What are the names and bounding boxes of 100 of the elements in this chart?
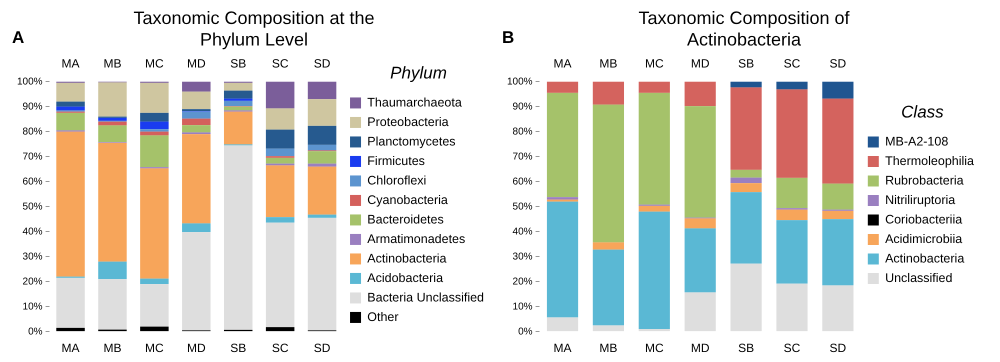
bar — [776, 82, 808, 90]
bar — [546, 317, 578, 332]
bar — [224, 82, 252, 91]
bar — [730, 264, 762, 332]
bar — [182, 118, 211, 126]
legend-label: Planctomycetes — [367, 134, 456, 148]
bar — [592, 104, 624, 242]
bar — [776, 89, 808, 178]
category-label: SD — [830, 56, 846, 71]
bar — [822, 184, 854, 210]
bar — [182, 223, 211, 232]
x-tick-label: MB — [599, 341, 618, 356]
bar — [592, 325, 624, 332]
bar — [638, 206, 670, 212]
bar — [684, 82, 716, 106]
bar — [308, 151, 336, 164]
x-tick-label: SB — [230, 341, 246, 356]
bar — [730, 82, 762, 88]
bar — [140, 168, 169, 279]
bar — [822, 285, 854, 332]
legend-label: Other — [367, 310, 399, 324]
bar — [224, 106, 252, 110]
x-tick-label: MC — [644, 341, 664, 356]
bar — [140, 326, 169, 332]
bar — [546, 82, 578, 93]
bar — [308, 166, 336, 215]
bar — [730, 170, 762, 178]
y-tick-label: 10% — [512, 301, 533, 312]
bar — [140, 278, 169, 284]
y-tick-label: 100% — [17, 76, 43, 88]
y-tick-label: 20% — [512, 276, 533, 288]
legend-label: Coriobacteriia — [885, 212, 962, 226]
bar — [684, 292, 716, 332]
y-tick-label: 40% — [512, 226, 533, 238]
bar — [308, 218, 336, 330]
category-label: SB — [738, 56, 754, 71]
legend-label: Acidimicrobiia — [885, 232, 962, 246]
category-label: MB — [103, 56, 122, 71]
legend-label: Bacteria Unclassified — [367, 290, 484, 304]
y-tick-label: 60% — [512, 176, 533, 188]
y-tick-label: 70% — [22, 151, 43, 162]
bar — [140, 129, 169, 132]
bar — [266, 158, 294, 164]
text: B — [502, 28, 514, 48]
bar — [776, 178, 808, 208]
bar — [224, 100, 252, 106]
bar — [776, 220, 808, 284]
y-tick-label: 0% — [28, 326, 43, 338]
y-tick-label: 100% — [507, 76, 533, 88]
bar — [730, 178, 762, 184]
x-tick-label: MA — [62, 341, 80, 356]
y-tick-label: 50% — [512, 201, 533, 212]
y-tick-label: 60% — [22, 176, 43, 188]
bar — [308, 99, 336, 126]
bar — [98, 142, 127, 262]
bar — [638, 82, 670, 93]
y-tick-label: 10% — [22, 301, 43, 312]
bar — [592, 82, 624, 105]
bar — [224, 90, 252, 99]
x-tick-label: SC — [272, 341, 289, 356]
legend-label: Actinobacteria — [885, 251, 964, 266]
legend-label: Nitriliruptoria — [885, 192, 956, 207]
bar — [592, 242, 624, 250]
bar — [98, 82, 127, 117]
y-tick-label: 30% — [512, 251, 533, 262]
bar — [546, 197, 578, 200]
legend-label: MB-A2-108 — [885, 134, 948, 148]
legend-label: Armatimonadetes — [367, 232, 466, 246]
bar — [56, 106, 85, 110]
bar — [684, 218, 716, 228]
x-tick-label: SD — [830, 341, 847, 356]
bar — [140, 132, 169, 136]
text: A — [12, 28, 24, 48]
y-tick-label: 70% — [512, 151, 533, 162]
x-tick-label: MC — [145, 341, 164, 356]
bar — [308, 126, 336, 145]
legend-label: Thaumarchaeota — [367, 95, 462, 110]
bar — [638, 212, 670, 330]
bar — [266, 148, 294, 156]
bar — [684, 228, 716, 292]
bar — [266, 327, 294, 332]
bar — [224, 145, 252, 330]
bar — [638, 92, 670, 205]
bar — [822, 210, 854, 220]
bar — [56, 82, 85, 102]
category-label: MA — [554, 56, 572, 71]
category-label: MD — [690, 56, 710, 71]
bar — [592, 250, 624, 326]
bar — [266, 165, 294, 218]
category-label: SC — [784, 56, 800, 71]
y-tick-label: 90% — [512, 101, 533, 112]
legend-label: Acidobacteria — [367, 270, 444, 285]
x-tick-label: MA — [554, 341, 572, 356]
chart-title: Taxonomic Composition of Actinobacteria — [638, 8, 851, 50]
bar — [266, 217, 294, 223]
bar — [98, 118, 127, 121]
y-tick-label: 40% — [22, 226, 43, 238]
bar — [266, 108, 294, 130]
bar — [98, 122, 127, 126]
bar — [182, 134, 211, 224]
